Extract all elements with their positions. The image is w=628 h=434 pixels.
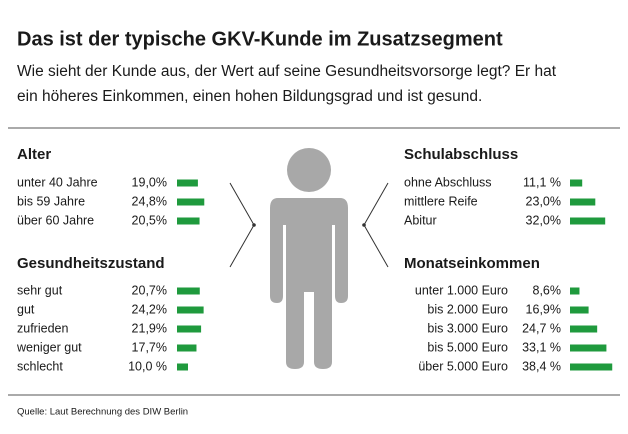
category-label: sehr gut [17, 283, 63, 297]
bar [177, 217, 200, 225]
category-label: über 5.000 Euro [418, 359, 508, 373]
panel-title: Schulabschluss [404, 146, 518, 163]
category-label: schlecht [17, 359, 63, 373]
bar [570, 217, 606, 225]
category-label: bis 5.000 Euro [427, 340, 508, 354]
person-icon [270, 148, 348, 369]
category-label: Abitur [404, 213, 437, 227]
value-label: 32,0% [526, 213, 561, 227]
subtitle: Wie sieht der Kunde aus, der Wert auf se… [17, 63, 557, 80]
bar [177, 179, 198, 187]
bar [570, 306, 589, 314]
value-label: 19,0% [132, 175, 167, 189]
value-label: 17,7% [132, 340, 167, 354]
value-label: 20,7% [132, 283, 167, 297]
value-label: 24,7 % [522, 321, 561, 335]
value-label: 23,0% [526, 194, 561, 208]
category-label: bis 59 Jahre [17, 194, 85, 208]
category-label: über 60 Jahre [17, 213, 94, 227]
bar [177, 287, 200, 295]
panel-title: Alter [17, 146, 51, 163]
value-label: 33,1 % [522, 340, 561, 354]
category-label: gut [17, 302, 35, 316]
value-label: 10,0 % [128, 359, 167, 373]
panel-title: Gesundheitszustand [17, 255, 165, 272]
source: Quelle: Laut Berechnung des DIW Berlin [17, 407, 188, 418]
category-label: bis 2.000 Euro [427, 302, 508, 316]
bar [570, 325, 598, 333]
panel-title: Monatseinkommen [404, 255, 540, 272]
value-label: 16,9% [526, 302, 561, 316]
bar [570, 363, 613, 371]
category-label: unter 40 Jahre [17, 175, 98, 189]
bar [570, 179, 583, 187]
category-label: ohne Abschluss [404, 175, 492, 189]
subtitle: ein höheres Einkommen, einen hohen Bildu… [17, 88, 482, 105]
bar [177, 198, 205, 206]
connector-dot [362, 223, 366, 227]
value-label: 11,1 % [523, 175, 561, 189]
category-label: mittlere Reife [404, 194, 478, 208]
bar [177, 306, 204, 314]
value-label: 8,6% [533, 283, 562, 297]
category-label: bis 3.000 Euro [427, 321, 508, 335]
bar [570, 287, 580, 295]
value-label: 20,5% [132, 213, 167, 227]
category-label: weniger gut [16, 340, 82, 354]
connector-dot [252, 223, 256, 227]
value-label: 24,2% [132, 302, 167, 316]
bar [177, 325, 202, 333]
category-label: zufrieden [17, 321, 68, 335]
value-label: 38,4 % [522, 359, 561, 373]
bar [177, 363, 188, 371]
bar [570, 198, 596, 206]
value-label: 24,8% [132, 194, 167, 208]
category-label: unter 1.000 Euro [415, 283, 508, 297]
title: Das ist der typische GKV-Kunde im Zusatz… [17, 28, 503, 50]
value-label: 21,9% [132, 321, 167, 335]
bar [177, 344, 197, 352]
bar [570, 344, 607, 352]
